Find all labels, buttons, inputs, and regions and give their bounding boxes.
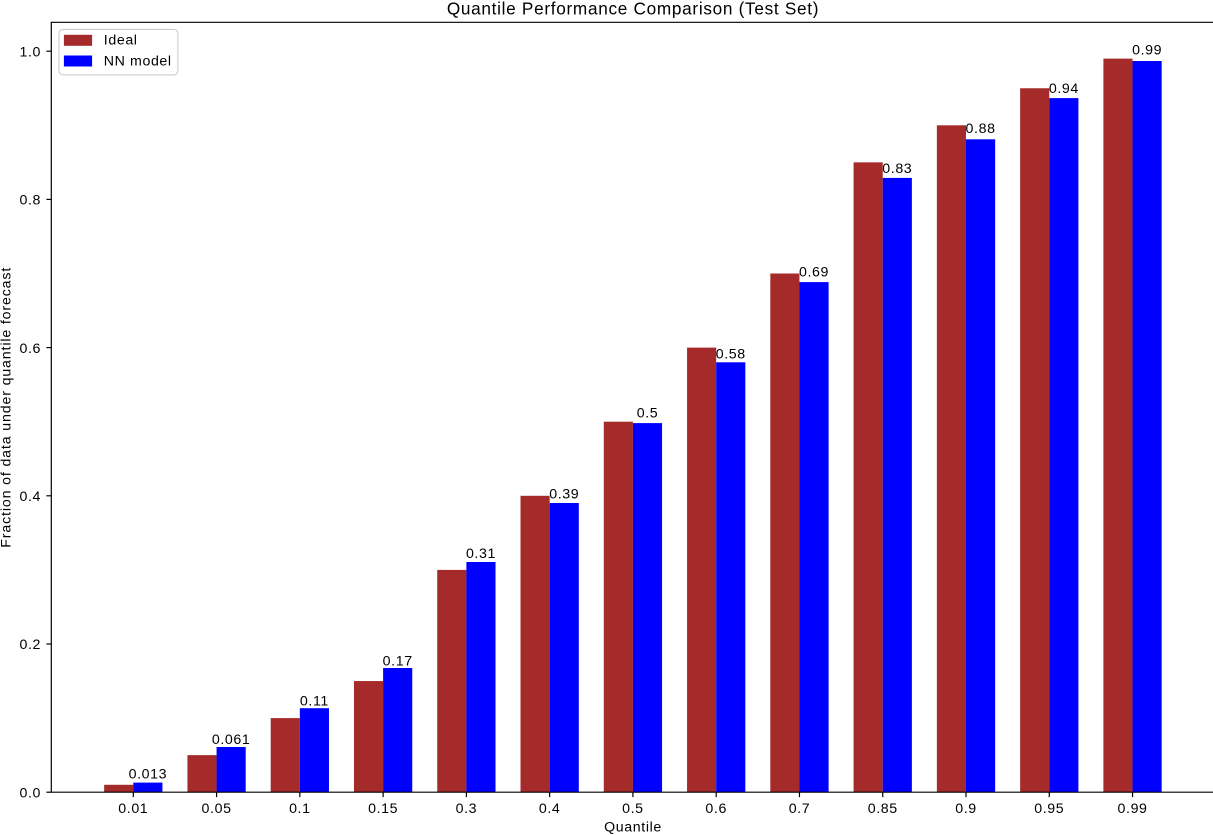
svg-text:0.39: 0.39: [549, 487, 579, 503]
svg-text:0.3: 0.3: [456, 801, 478, 817]
svg-text:0.69: 0.69: [799, 265, 829, 281]
svg-text:0.4: 0.4: [19, 489, 41, 505]
svg-text:0.11: 0.11: [300, 694, 329, 710]
svg-text:0.01: 0.01: [118, 801, 148, 817]
svg-text:0.99: 0.99: [1118, 801, 1148, 817]
svg-text:Fraction of data under quantil: Fraction of data under quantile forecast: [0, 267, 14, 548]
svg-text:0.013: 0.013: [129, 766, 168, 782]
svg-text:0.6: 0.6: [19, 341, 41, 357]
svg-text:0.5: 0.5: [637, 405, 659, 421]
svg-text:0.17: 0.17: [383, 654, 413, 670]
svg-text:0.58: 0.58: [716, 347, 746, 363]
svg-text:0.1: 0.1: [289, 801, 311, 817]
svg-text:0.2: 0.2: [19, 637, 41, 653]
svg-text:0.5: 0.5: [622, 801, 644, 817]
svg-text:Quantile Performance Compariso: Quantile Performance Comparison (Test Se…: [447, 0, 819, 18]
svg-text:Quantile: Quantile: [604, 820, 662, 835]
svg-text:0.95: 0.95: [1034, 801, 1064, 817]
svg-text:0.061: 0.061: [212, 732, 251, 748]
svg-text:0.88: 0.88: [966, 121, 996, 137]
svg-text:1.0: 1.0: [19, 44, 41, 60]
svg-text:0.9: 0.9: [955, 801, 977, 817]
svg-text:0.99: 0.99: [1132, 43, 1162, 59]
svg-text:0.15: 0.15: [368, 801, 398, 817]
svg-text:0.83: 0.83: [882, 161, 912, 177]
svg-text:0.6: 0.6: [705, 801, 727, 817]
svg-text:NN model: NN model: [104, 53, 172, 69]
svg-text:0.8: 0.8: [19, 193, 41, 209]
svg-text:0.0: 0.0: [19, 785, 41, 801]
svg-text:0.05: 0.05: [202, 801, 232, 817]
svg-text:0.85: 0.85: [868, 801, 898, 817]
svg-text:0.7: 0.7: [789, 801, 811, 817]
svg-text:0.94: 0.94: [1049, 81, 1079, 97]
svg-text:Ideal: Ideal: [104, 33, 138, 49]
svg-text:0.31: 0.31: [466, 546, 496, 562]
svg-text:0.4: 0.4: [539, 801, 561, 817]
